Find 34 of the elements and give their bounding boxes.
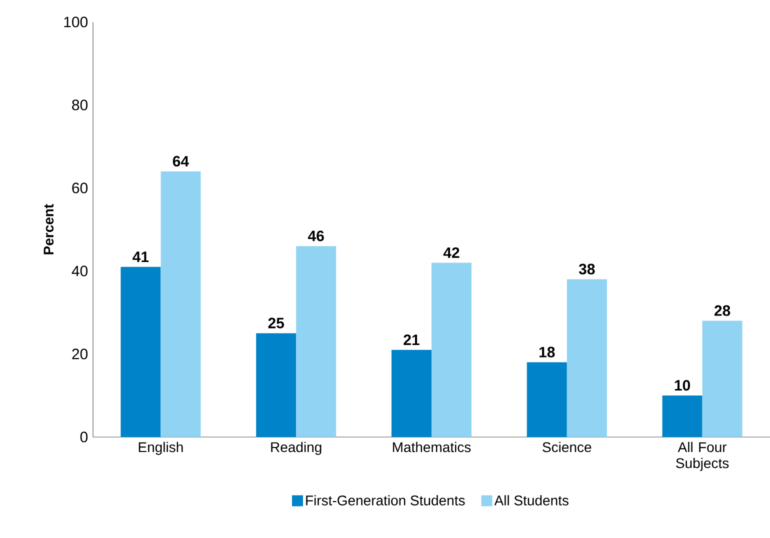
x-tick-label: Science [542, 442, 592, 452]
y-axis-title: Percent [44, 204, 54, 254]
x-tick-label: Mathematics [392, 442, 471, 452]
y-tick-label: 40 [72, 266, 88, 276]
bar [256, 333, 296, 437]
x-tick-label: All Four Subjects [676, 442, 729, 471]
bar [566, 279, 607, 437]
bar [296, 246, 336, 437]
bar [702, 320, 742, 437]
y-tick-label: 80 [72, 100, 88, 110]
data-label: 42 [443, 247, 460, 258]
data-label: 64 [172, 156, 189, 167]
y-tick-label: 0 [80, 432, 88, 442]
data-label: 10 [674, 380, 690, 391]
data-label: 28 [714, 305, 730, 316]
data-label: 46 [308, 230, 324, 242]
y-tick-label: 100 [64, 16, 88, 28]
y-tick-label: 60 [72, 182, 88, 194]
bar [432, 262, 472, 437]
bar [662, 396, 702, 437]
bar [120, 266, 161, 437]
bar [160, 171, 201, 437]
legend-label: All Students [494, 495, 568, 506]
y-tick-label: 20 [72, 348, 88, 360]
data-label: 38 [578, 264, 595, 274]
data-label: 41 [132, 252, 149, 262]
legend-label: First-Generation Students [306, 495, 465, 506]
bar [392, 350, 432, 437]
bar [526, 362, 567, 437]
x-tick-label: Reading [271, 442, 322, 455]
x-tick-label: English [138, 442, 183, 455]
data-label: 25 [268, 318, 284, 328]
data-label: 21 [404, 334, 420, 345]
data-label: 18 [540, 346, 555, 358]
